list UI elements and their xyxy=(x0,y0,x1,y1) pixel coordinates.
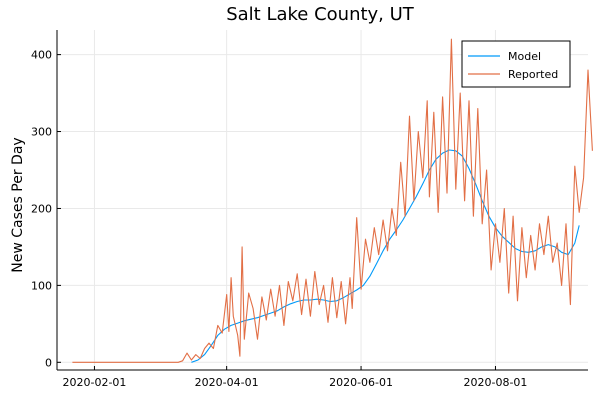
series-line-reported xyxy=(72,38,593,363)
y-tick-label: 0 xyxy=(45,356,52,369)
y-axis-label: New Cases Per Day xyxy=(10,137,26,272)
x-tick-label: 2020-02-01 xyxy=(62,376,126,389)
x-tick-label: 2020-06-01 xyxy=(329,376,393,389)
legend-label-reported: Reported xyxy=(508,68,558,81)
axes: 2020-02-01 2020-04-01 2020-06-01 2020-08-01… xyxy=(31,30,588,389)
y-tick-label: 100 xyxy=(31,279,52,292)
series-line-model xyxy=(191,149,580,363)
legend: Model Reported xyxy=(461,40,571,88)
legend-box xyxy=(461,40,571,88)
y-tick-label: 200 xyxy=(31,202,52,215)
y-tick-label: 300 xyxy=(31,126,52,139)
series-lines xyxy=(72,38,593,363)
chart-title: Salt Lake County, UT xyxy=(226,4,415,25)
legend-label-model: Model xyxy=(508,50,541,63)
x-tick-label: 2020-08-01 xyxy=(463,376,527,389)
y-tick-label: 400 xyxy=(31,49,52,62)
x-tick-label: 2020-04-01 xyxy=(195,376,259,389)
